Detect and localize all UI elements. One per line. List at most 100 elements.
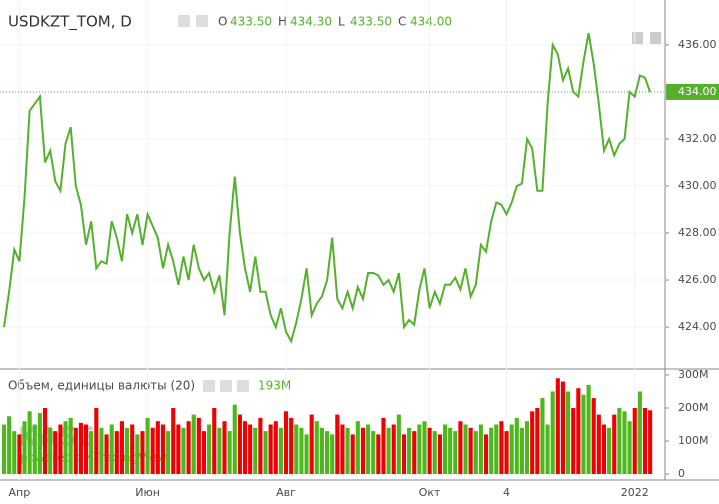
last-price-label: 434.00 [678,85,717,98]
volume-bar [78,422,83,475]
volume-bar [530,411,535,475]
volume-bar [422,421,427,475]
icon[interactable] [178,15,190,27]
volume-bar [114,431,119,475]
volume-bar [278,427,283,475]
volume-bar [32,424,37,475]
icon[interactable] [237,380,249,392]
volume-bar [227,431,232,475]
icon[interactable] [203,380,215,392]
x-tick-label: Авг [276,486,296,499]
x-tick-label: 4 [503,486,510,499]
icon[interactable] [650,32,661,44]
volume-bar [63,421,68,475]
x-tick-label: Окт [419,486,441,499]
volume-bar [478,424,483,475]
volume-bar [109,424,114,475]
volume-bar [135,434,140,475]
volume-bar [540,398,545,475]
volume-bar [268,424,273,475]
watermark-sub: powered by TradingView [20,451,167,465]
volume-bar [253,427,258,475]
volume-bar [217,427,222,475]
volume-bar [622,411,627,475]
volume-last: 193M [258,379,291,393]
legend-key: H [278,15,287,29]
volume-bar [576,388,581,475]
volume-bar [560,381,566,475]
volume-bar [325,431,330,475]
volume-bar [104,434,109,475]
volume-bar [509,424,514,475]
volume-bar [248,424,253,475]
volume-bar [294,424,299,475]
volume-bar [37,412,42,475]
volume-bar [58,424,63,475]
volume-bar [566,391,571,475]
volume-bar [83,424,89,475]
volume-bar [7,416,12,475]
volume-bar [289,417,294,475]
volume-bar [545,424,550,475]
price-line [3,33,652,344]
y-tick-label: 300M [678,368,709,381]
legend-key: O [218,15,227,29]
volume-bar [340,424,345,475]
volume-bar [448,427,453,475]
y-tick-label: 432.00 [678,132,717,145]
volume-bar [232,404,237,475]
volume-bar [263,431,268,475]
volume-bar [519,427,524,475]
volume-bar [442,424,448,475]
volume-bar [581,394,586,475]
volume-bar [42,407,48,475]
volume-bar [401,434,407,475]
volume-bar [258,417,263,475]
volume-bar [125,427,130,475]
volume-bar [196,417,201,475]
chart-title: USDKZT_TOM, D [8,13,132,32]
volume-bar [417,424,422,475]
volume-bar [166,431,171,475]
volume-bar [453,431,458,475]
volume-bar [17,434,22,475]
y-tick-label: 436.00 [678,38,717,51]
volume-bar [155,421,160,475]
volume-bar [607,427,612,475]
volume-bar [242,421,248,475]
volume-bar [186,421,191,475]
icon[interactable] [196,15,208,27]
icon[interactable] [632,32,643,44]
last-price-box [666,83,719,100]
volume-bar [191,414,196,475]
volume-bar [273,421,278,475]
legend-value: 433.50 [350,15,392,29]
volume-bar [68,417,73,475]
volume-bar [212,407,217,475]
volume-bar [283,411,289,475]
volume-bar [473,431,478,475]
volume-bar [571,407,576,475]
y-tick-label: 430.00 [678,179,717,192]
volume-bar [160,424,166,475]
volume-bar [468,427,473,475]
volume-bar [22,421,27,475]
volume-bar [314,421,319,475]
y-tick-label: 200M [678,401,709,414]
volume-bar [1,424,7,475]
volume-bar [432,431,437,475]
volume-bar [330,434,335,475]
icon[interactable] [220,380,232,392]
y-tick-label: 426.00 [678,273,717,286]
y-tick-label: 424.00 [678,320,717,333]
volume-bar [601,424,607,475]
volume-bar [632,407,637,475]
legend-value: 434.00 [410,15,452,29]
volume-bar [222,421,227,475]
volume-bar [150,427,155,475]
volume-bar [335,414,340,475]
volume-bar [494,424,499,475]
volume-bar [181,427,186,475]
volume-bar [376,434,381,475]
